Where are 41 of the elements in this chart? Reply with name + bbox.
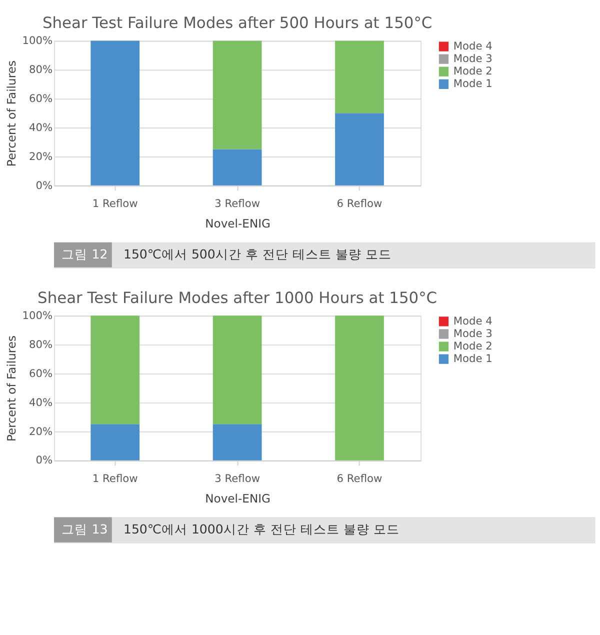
y-tick-label: 80% — [28, 338, 53, 351]
legend-label: Mode 2 — [453, 64, 492, 78]
legend-label: Mode 1 — [453, 77, 492, 90]
legend-label: Mode 3 — [453, 52, 492, 65]
text: 150℃에서 500시간 후 전단 테스트 불량 모드 — [123, 246, 392, 262]
y-tick-label: 20% — [28, 424, 53, 438]
x-tick-label: 1 Reflow — [92, 472, 138, 486]
bar — [335, 113, 384, 186]
y-tick-label: 80% — [28, 63, 53, 76]
y-tick-label: 0% — [36, 178, 53, 192]
x-tick-label: 1 Reflow — [92, 197, 138, 210]
y-tick-label: 60% — [28, 92, 53, 105]
legend-label: Mode 4 — [453, 314, 493, 328]
legend-label: Mode 1 — [453, 352, 492, 365]
x-tick-label: 6 Reflow — [336, 197, 382, 210]
x-tick-label: 3 Reflow — [214, 472, 260, 486]
y-tick-label: 40% — [28, 396, 53, 409]
legend-label: Mode 3 — [453, 326, 492, 340]
y-tick-label: 60% — [28, 366, 53, 380]
bar — [90, 40, 140, 186]
y-tick-label: 100% — [22, 309, 53, 322]
x-axis-title: Novel-ENIG — [205, 216, 271, 230]
x-tick-label: 3 Reflow — [214, 197, 260, 210]
y-tick-label: 100% — [22, 34, 53, 48]
legend-label: Mode 2 — [453, 339, 492, 352]
y-axis-title: Percent of Failures — [4, 335, 18, 442]
caption: 그림 13 — [62, 522, 108, 537]
text: 150℃에서 1000시간 후 전단 테스트 불량 모드 — [123, 522, 400, 537]
chart-title: Shear Test Failure Modes after 500 Hours at 150°C — [42, 14, 432, 32]
chart-title: Shear Test Failure Modes after 1000 Hours at 150°C — [38, 289, 438, 308]
x-axis-title: Novel-ENIG — [205, 491, 271, 506]
bar — [335, 40, 384, 114]
x-tick-label: 6 Reflow — [336, 472, 382, 486]
caption: 그림 12 — [62, 246, 108, 262]
y-tick-label: 0% — [36, 454, 53, 467]
bar — [212, 40, 262, 150]
y-tick-label: 40% — [28, 120, 53, 134]
legend-label: Mode 4 — [453, 39, 493, 52]
y-tick-label: 20% — [28, 150, 53, 163]
y-axis-title: Percent of Failures — [4, 60, 18, 167]
bar — [212, 149, 262, 186]
